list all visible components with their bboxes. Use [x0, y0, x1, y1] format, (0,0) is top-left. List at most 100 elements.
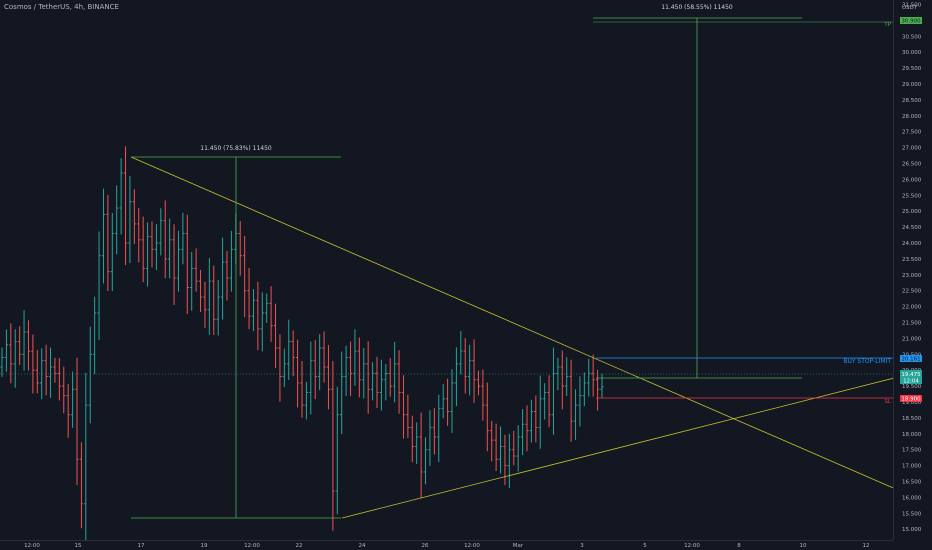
ohlc-bar: [410, 415, 414, 463]
ohlc-bar: [62, 366, 66, 414]
ohlc-bar: [66, 383, 70, 438]
ohlc-bar: [154, 224, 159, 271]
ohlc-bar: [22, 310, 26, 371]
measure-right-label: 11.450 (58.55%) 11450: [661, 4, 733, 11]
price-bars: [0, 146, 604, 543]
price-tick-label: 21.500: [902, 321, 922, 327]
ohlc-bar: [388, 358, 392, 397]
price-tick-label: 27.500: [902, 130, 922, 136]
ohlc-bar: [48, 347, 53, 398]
ohlc-bar: [578, 376, 582, 427]
price-tick-label: 17.500: [902, 448, 922, 454]
price-tick-label: 30.500: [902, 34, 922, 40]
ohlc-bar: [445, 378, 450, 426]
ohlc-bar: [251, 289, 256, 332]
ohlc-bar: [207, 257, 211, 335]
time-tick-label: 10: [800, 543, 807, 549]
ohlc-bar: [379, 359, 384, 411]
ohlc-bar: [57, 358, 61, 401]
ohlc-bar: [110, 213, 114, 292]
price-tick-label: 18.000: [902, 432, 922, 438]
sl-label: SL: [884, 399, 891, 405]
ohlc-bar: [494, 423, 498, 472]
ohlc-bar: [569, 359, 573, 442]
ohlc-bar: [220, 237, 225, 320]
ohlc-bar: [538, 375, 542, 449]
price-tick-label: 15.000: [902, 527, 922, 533]
ohlc-bar: [132, 189, 136, 244]
ohlc-bar: [551, 347, 556, 435]
ohlc-bar: [40, 348, 44, 400]
chart-title: Cosmos / TetherUS, 4h, BINANCE: [4, 3, 119, 11]
ohlc-bar: [35, 350, 39, 394]
sl-price-badge: 18.900: [901, 397, 921, 403]
ohlc-bar: [344, 345, 348, 396]
ohlc-bar: [75, 357, 79, 485]
ohlc-bar: [247, 268, 251, 330]
ohlc-bar: [507, 433, 511, 489]
ohlc-bar: [437, 394, 441, 463]
ohlc-bar: [353, 329, 357, 386]
upper-trendline[interactable]: [130, 156, 899, 491]
ohlc-bar: [313, 339, 317, 400]
ohlc-bar: [278, 334, 282, 402]
ohlc-bar: [556, 357, 560, 391]
ohlc-bar: [181, 212, 185, 265]
time-tick-label: 24: [359, 543, 366, 549]
time-tick-label: 22: [296, 543, 303, 549]
ohlc-bar: [393, 341, 397, 403]
ohlc-bar: [595, 369, 600, 411]
ohlc-bar: [216, 279, 220, 336]
time-tick-label: 12: [863, 543, 870, 549]
ohlc-bar: [93, 296, 97, 375]
ohlc-bar: [543, 383, 547, 420]
ohlc-bar: [335, 386, 339, 515]
ohlc-bar: [79, 442, 84, 529]
ohlc-bar: [331, 360, 335, 531]
lower-trendline[interactable]: [341, 376, 899, 519]
ohlc-bar: [9, 323, 13, 384]
price-tick-label: 28.500: [902, 98, 922, 104]
ohlc-bar: [185, 214, 189, 314]
ohlc-bar: [587, 358, 591, 397]
price-tick-label: 29.000: [902, 82, 922, 88]
ohlc-bar: [128, 175, 132, 264]
ohlc-bar: [463, 338, 467, 394]
ohlc-bar: [512, 430, 516, 466]
time-tick-label: 8: [737, 543, 741, 549]
time-tick-label: 19: [201, 543, 208, 549]
ohlc-bar: [560, 350, 564, 410]
ohlc-bar: [498, 426, 503, 474]
price-tick-label: 23.500: [902, 257, 922, 263]
ohlc-bar: [476, 370, 481, 396]
time-axis[interactable]: [0, 540, 932, 550]
ohlc-bar: [600, 373, 604, 398]
ohlc-bar: [459, 331, 463, 375]
ohlc-bar: [573, 389, 578, 440]
drawings[interactable]: 11.450 (75.83%) 11450 11.450 (58.55%) 11…: [0, 4, 899, 519]
ohlc-bar: [18, 326, 22, 365]
ohlc-bar: [432, 408, 436, 455]
ohlc-bar: [309, 341, 313, 415]
time-ticks: 12:00 15 17 19 12:00 22 24 26 12:00 Mar 3 5 12:00 8 10…: [24, 543, 869, 549]
ohlc-bar: [291, 330, 295, 377]
ohlc-bar: [0, 347, 4, 377]
ohlc-bar: [423, 437, 428, 485]
time-tick-label: 17: [138, 543, 145, 549]
time-tick-label: 12:00: [464, 543, 480, 549]
ohlc-bar: [366, 341, 370, 414]
ohlc-bar: [163, 200, 167, 279]
price-tick-label: 17.000: [902, 464, 922, 470]
ohlc-bar: [70, 371, 75, 428]
ohlc-bar: [13, 329, 17, 388]
buy-stop-label: BUY STOP-LIMIT: [843, 358, 891, 365]
ohlc-bar: [145, 222, 150, 287]
price-tick-label: 29.500: [902, 66, 922, 72]
price-tick-label: 18.500: [902, 416, 922, 422]
ohlc-bar: [238, 221, 242, 276]
price-axis[interactable]: USDT: [893, 0, 932, 540]
price-tick-label: 24.000: [902, 241, 922, 247]
ohlc-bar: [397, 350, 401, 414]
ohlc-bar: [101, 188, 106, 284]
